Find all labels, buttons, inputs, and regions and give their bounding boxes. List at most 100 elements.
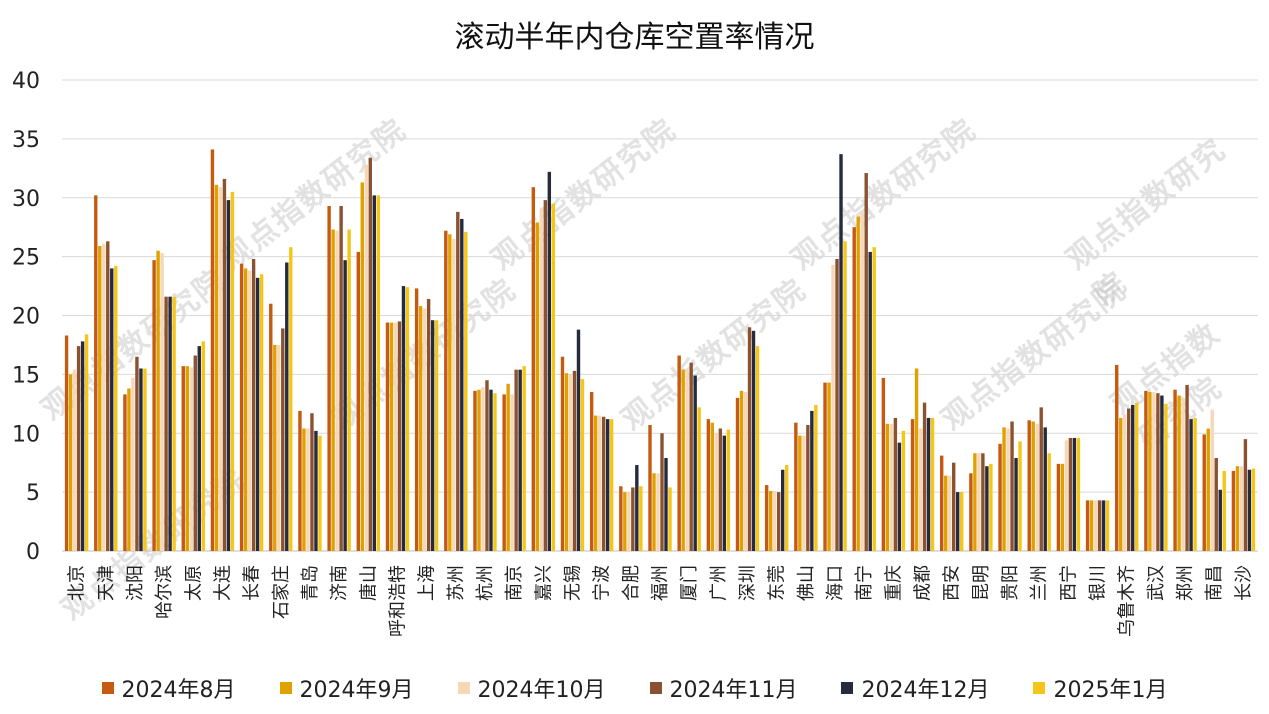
bar (794, 422, 798, 551)
bars (64, 149, 1256, 552)
bar (110, 268, 114, 551)
bar (689, 362, 693, 551)
legend-swatch (279, 682, 292, 694)
bar (856, 216, 860, 551)
bar (1027, 420, 1031, 551)
bar (656, 473, 660, 551)
bar (269, 303, 273, 551)
bar (1089, 500, 1094, 551)
bar (289, 247, 293, 551)
x-tick-label: 天津 (96, 565, 117, 601)
bar (960, 492, 964, 552)
bar (1010, 421, 1014, 551)
bar (143, 368, 147, 551)
bar (535, 222, 540, 552)
bar (910, 419, 915, 551)
bar (1148, 392, 1152, 551)
bar (623, 492, 627, 552)
bar (181, 366, 185, 551)
bar (747, 327, 752, 551)
bar (1056, 463, 1061, 551)
x-tick-label: 南昌 (1204, 565, 1225, 601)
x-tick-label: 成都 (913, 565, 934, 601)
bar (881, 377, 886, 551)
bar (697, 407, 701, 551)
legend-label: 2024年11月 (669, 678, 798, 703)
bar (918, 428, 923, 551)
bar (444, 230, 448, 551)
bar (376, 195, 380, 551)
bar (772, 490, 777, 551)
bar (201, 341, 205, 551)
y-tick-label: 30 (12, 187, 40, 212)
bar (452, 238, 456, 551)
bar (1047, 453, 1051, 551)
y-tick-label: 10 (12, 422, 40, 447)
bar (1152, 392, 1156, 551)
bar (218, 187, 223, 551)
x-tick-label: 长沙 (1233, 565, 1254, 601)
bar (460, 218, 464, 551)
bar (1173, 389, 1177, 551)
bar (506, 383, 510, 551)
x-tick-label: 西宁 (1058, 565, 1079, 601)
bar (106, 241, 110, 551)
legend-item: 2024年8月 (101, 672, 236, 704)
legend-item: 2024年9月 (279, 672, 414, 704)
x-tick-label: 东莞 (767, 565, 788, 601)
legend-item: 2024年10月 (457, 672, 606, 704)
bar (627, 492, 631, 552)
bar (576, 329, 581, 551)
y-tick-label: 25 (12, 246, 40, 271)
bar (473, 390, 477, 551)
bar (814, 404, 818, 551)
x-tick-label: 南京 (504, 565, 525, 601)
x-tick-label: 嘉兴 (533, 565, 554, 601)
bar (343, 260, 347, 551)
bar (597, 415, 602, 551)
bar (685, 369, 689, 551)
bar (1135, 402, 1139, 551)
bar (1243, 439, 1248, 551)
y-tick-label: 0 (26, 540, 40, 565)
bar (214, 184, 219, 552)
bar (1193, 417, 1197, 551)
bar (839, 154, 843, 551)
bar (493, 393, 497, 551)
bar (639, 486, 643, 551)
bar (448, 234, 452, 551)
bar (185, 366, 189, 551)
bar (393, 322, 398, 551)
bar (1251, 468, 1256, 551)
bar (872, 247, 876, 551)
bar (255, 277, 260, 551)
bar (123, 394, 127, 551)
bar (806, 425, 810, 551)
bar (1160, 395, 1164, 551)
bar (72, 369, 77, 551)
bar (339, 205, 343, 552)
bar (314, 430, 318, 551)
bar (243, 268, 248, 551)
bar (551, 203, 556, 551)
bar (1064, 440, 1069, 551)
legend-label: 2024年8月 (121, 678, 236, 703)
bar (547, 171, 552, 551)
bar (164, 296, 168, 551)
bar (401, 286, 406, 551)
bar (860, 211, 864, 551)
bar (1060, 463, 1065, 551)
bar (327, 205, 331, 552)
bar (368, 157, 372, 551)
bar (156, 250, 160, 552)
x-tick-label: 上海 (417, 565, 438, 601)
x-tick-label: 大连 (212, 565, 233, 601)
bar (952, 462, 956, 551)
bar (306, 428, 310, 551)
bar (810, 410, 814, 551)
chart-title: 滚动半年内仓库空置率情况 (454, 20, 815, 55)
bar (360, 182, 364, 551)
bar (735, 397, 740, 551)
